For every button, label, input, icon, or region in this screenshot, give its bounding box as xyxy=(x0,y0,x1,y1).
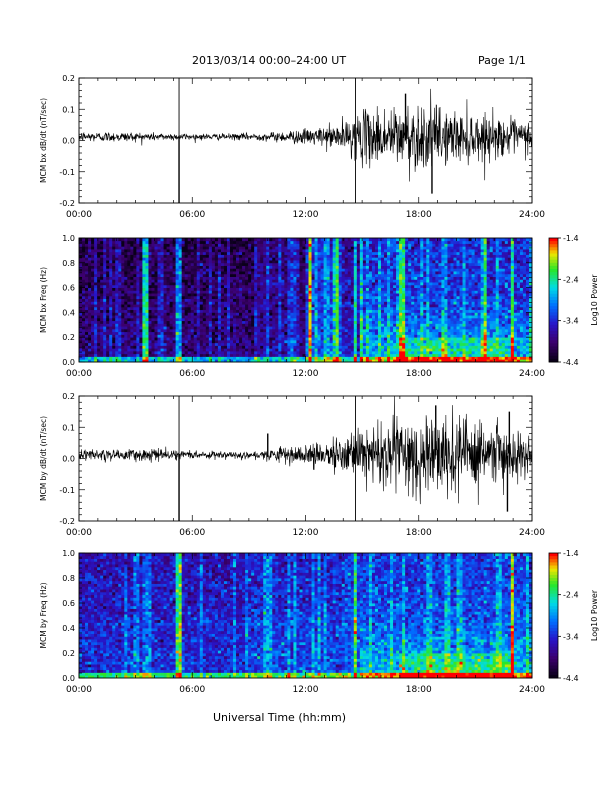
colorbar-tick-label: -1.4 xyxy=(563,234,579,243)
y-axis-label: MCM by dB/dt (nT/sec) xyxy=(39,416,48,501)
colorbar-frame xyxy=(548,237,559,363)
colorbar-tick-label: -1.4 xyxy=(563,549,579,558)
x-tick-label: 24:00 xyxy=(519,528,545,538)
figure-title: 2013/03/14 00:00–24:00 UT xyxy=(192,54,347,67)
colorbar-tick-label: -2.4 xyxy=(563,591,579,600)
y-tick-label: 0.1 xyxy=(62,423,75,432)
y-tick-label: -0.1 xyxy=(59,486,75,495)
y-tick-label: 0.0 xyxy=(62,358,75,367)
y-tick-label: 0.8 xyxy=(62,259,75,268)
x-tick-label: 00:00 xyxy=(66,685,92,695)
y-tick-label: -0.1 xyxy=(59,168,75,177)
y-tick-label: -0.2 xyxy=(59,517,75,526)
chart-panel-3: 00:00 06:00 12:00 18:00 24:00 -0.2 -0.1 0.0 0.1 0… xyxy=(39,392,545,538)
series-trace xyxy=(78,88,533,182)
colorbar-tick-label: -2.4 xyxy=(563,275,579,284)
y-tick-label: 0.6 xyxy=(62,599,75,608)
y-tick-label: 1.0 xyxy=(62,549,75,558)
y-tick-label: 0.0 xyxy=(62,137,75,146)
y-tick-label: 0.8 xyxy=(62,574,75,583)
colorbar-tick-label: -3.4 xyxy=(563,317,579,326)
colorbar-label: Log10 Power xyxy=(590,589,599,641)
y-tick-label: 0.2 xyxy=(62,74,75,83)
y-tick-label: 0.1 xyxy=(62,105,75,114)
y-axis-label: MCM bx Freq (Hz) xyxy=(39,267,48,333)
page-indicator: Page 1/1 xyxy=(478,54,526,67)
y-axis-label: MCM by Freq (Hz) xyxy=(39,582,48,648)
y-tick-label: -0.2 xyxy=(59,199,75,208)
x-tick-label: 12:00 xyxy=(293,369,319,379)
y-tick-label: 0.0 xyxy=(62,674,75,683)
x-tick-label: 06:00 xyxy=(179,528,205,538)
chart-panel-2: -1.4 -2.4 -3.4 -4.4 Log10 Power 00:00 06:00 12:… xyxy=(39,234,599,379)
x-tick-label: 24:00 xyxy=(519,210,545,220)
x-tick-label: 06:00 xyxy=(179,210,205,220)
x-tick-label: 18:00 xyxy=(406,685,432,695)
x-tick-label: 12:00 xyxy=(293,210,319,220)
x-tick-label: 00:00 xyxy=(66,210,92,220)
colorbar: -1.4 -2.4 -3.4 -4.4 Log10 Power xyxy=(548,549,599,683)
x-tick-label: 18:00 xyxy=(406,369,432,379)
y-axis-label: MCM bx dB/dt (nT/sec) xyxy=(39,98,48,183)
y-tick-label: 0.4 xyxy=(62,308,75,317)
x-tick-label: 24:00 xyxy=(519,369,545,379)
x-axis-title: Universal Time (hh:mm) xyxy=(213,711,346,724)
y-tick-label: 0.2 xyxy=(62,392,75,401)
colorbar-frame xyxy=(548,552,559,679)
x-tick-label: 24:00 xyxy=(519,685,545,695)
spectrogram-image xyxy=(79,553,533,679)
y-tick-label: 0.6 xyxy=(62,284,75,293)
colorbar-tick-label: -3.4 xyxy=(563,632,579,641)
series-trace xyxy=(78,395,533,505)
colorbar-tick-label: -4.4 xyxy=(563,674,579,683)
chart-panel-4: -1.4 -2.4 -3.4 -4.4 Log10 Power 00:00 06:00 12:… xyxy=(39,549,599,695)
x-tick-label: 18:00 xyxy=(406,210,432,220)
colorbar: -1.4 -2.4 -3.4 -4.4 Log10 Power xyxy=(548,234,599,367)
y-tick-label: 0.2 xyxy=(62,649,75,658)
x-tick-label: 06:00 xyxy=(179,369,205,379)
y-tick-label: 0.4 xyxy=(62,624,75,633)
x-tick-label: 00:00 xyxy=(66,369,92,379)
x-tick-label: 12:00 xyxy=(293,528,319,538)
x-tick-label: 06:00 xyxy=(179,685,205,695)
x-tick-label: 00:00 xyxy=(66,528,92,538)
colorbar-tick-label: -4.4 xyxy=(563,358,579,367)
spectrogram-image xyxy=(79,238,533,363)
colorbar-label: Log10 Power xyxy=(590,274,599,326)
y-tick-label: 1.0 xyxy=(62,234,75,243)
x-tick-label: 18:00 xyxy=(406,528,432,538)
y-tick-label: 0.0 xyxy=(62,455,75,464)
x-tick-label: 12:00 xyxy=(293,685,319,695)
chart-panel-1: 00:00 06:00 12:00 18:00 24:00 -0.2 -0.1 0.0 0.1 0… xyxy=(39,74,545,220)
y-tick-label: 0.2 xyxy=(62,333,75,342)
